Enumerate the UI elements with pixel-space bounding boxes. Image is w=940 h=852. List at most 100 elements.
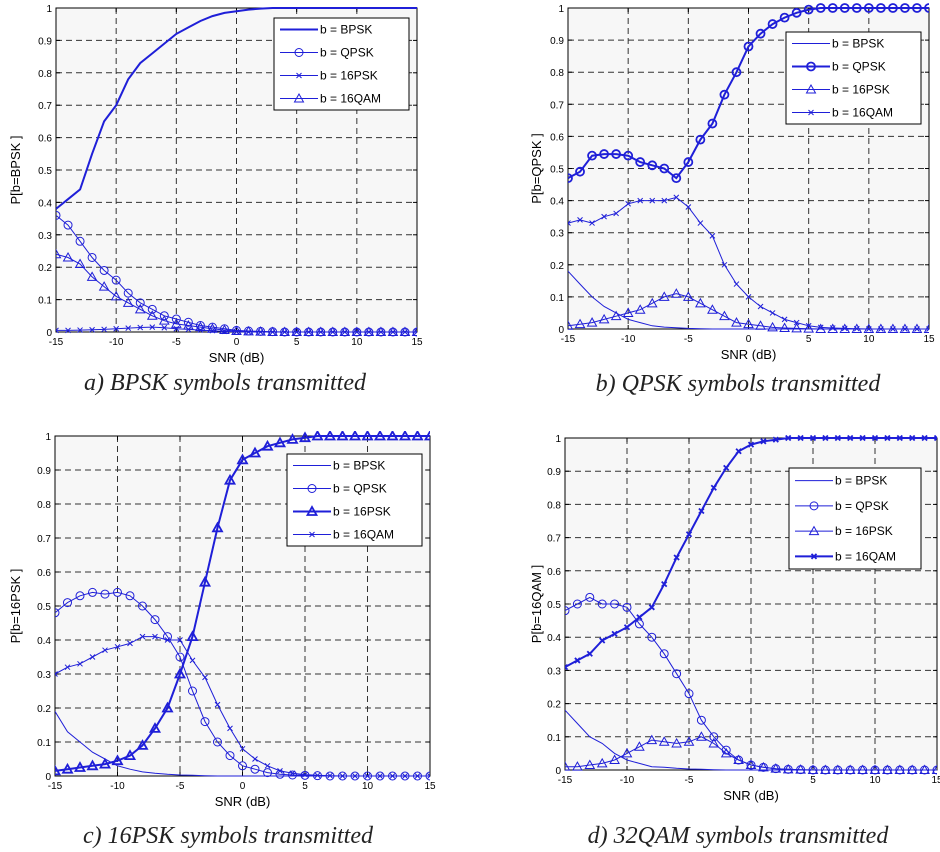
data-point-circle — [125, 591, 135, 601]
data-point-triangle — [183, 320, 194, 330]
data-point-x — [339, 773, 346, 779]
data-point-x — [636, 614, 643, 621]
data-point-triangle — [707, 304, 718, 314]
data-point-x — [264, 762, 271, 769]
legend-label: b = 16PSK — [320, 69, 378, 83]
x-tick-label: -15 — [49, 337, 64, 348]
data-point-x — [834, 434, 841, 442]
data-point-circle — [827, 3, 838, 13]
legend-label: b = 16QAM — [832, 106, 893, 120]
series-4 — [568, 194, 929, 332]
y-tick-label: 0.3 — [38, 231, 52, 242]
legend-item: b = 16PSK — [280, 69, 378, 83]
data-point-circle — [767, 19, 778, 29]
legend-item: b = 16PSK — [795, 524, 893, 538]
data-point-x — [829, 325, 836, 331]
data-point-x — [177, 637, 183, 643]
data-point-x — [822, 434, 829, 442]
data-point-circle — [695, 134, 706, 145]
data-point-triangle — [55, 764, 62, 776]
data-point-x — [611, 630, 618, 638]
data-point-triangle — [634, 304, 646, 314]
data-point-x — [909, 434, 916, 442]
y-tick-label: 0.4 — [37, 636, 51, 647]
data-point-triangle — [646, 734, 658, 745]
data-point-x — [697, 220, 704, 226]
data-point-x — [661, 580, 668, 588]
data-point-triangle — [291, 326, 303, 336]
data-point-circle — [900, 3, 910, 13]
series-line — [568, 7, 929, 180]
data-point-x — [56, 327, 59, 334]
data-point-circle — [743, 41, 754, 52]
data-point-circle — [263, 768, 272, 778]
data-point-triangle — [767, 321, 778, 332]
data-point-triangle — [61, 762, 74, 774]
y-tick-label: 0 — [45, 772, 51, 783]
data-point-x — [805, 322, 812, 329]
data-point-triangle — [173, 667, 187, 679]
data-point-circle — [684, 689, 694, 699]
y-tick-label: 0.9 — [550, 36, 564, 47]
data-point-triangle — [931, 764, 937, 774]
y-tick-label: 0.6 — [547, 567, 561, 578]
data-point-triangle — [758, 761, 769, 772]
x-tick-label: 10 — [869, 775, 881, 786]
data-point-triangle — [111, 754, 124, 766]
data-point-triangle — [98, 281, 110, 291]
data-point-x — [364, 773, 371, 779]
x-tick-label: 15 — [931, 775, 940, 786]
data-point-circle — [597, 599, 607, 609]
data-point-triangle — [74, 258, 86, 268]
data-point-circle — [623, 150, 634, 161]
x-tick-label: -10 — [620, 775, 635, 786]
x-tick-label: -5 — [176, 781, 185, 792]
chart-panel-c: -15 -10 -5 0 5 10 15 0 0.1 0.2 0.3 0.4 0.5 0.6 0.7 0.8 0… — [8, 431, 436, 809]
data-point-triangle — [574, 318, 586, 329]
data-point-triangle — [219, 324, 230, 335]
data-point-triangle — [658, 291, 670, 301]
y-tick-label: 1 — [558, 4, 564, 15]
legend-label: b = BPSK — [832, 37, 884, 51]
data-point-triangle — [696, 731, 707, 741]
data-point-circle — [135, 298, 145, 308]
data-point-x — [65, 327, 71, 334]
data-point-triangle — [733, 754, 744, 765]
data-point-x — [189, 657, 196, 664]
data-point-circle — [100, 589, 110, 599]
data-point-triangle — [286, 433, 299, 444]
data-point-circle — [707, 118, 718, 129]
legend-item: b = BPSK — [280, 23, 372, 37]
data-point-x — [810, 553, 818, 560]
legend-item: b = 16PSK — [293, 505, 391, 519]
legend-item: b = 16QAM — [792, 106, 893, 120]
data-point-circle — [587, 150, 597, 161]
data-point-triangle — [351, 326, 363, 336]
y-tick-label: 0.7 — [547, 534, 561, 545]
x-tick-label: -15 — [48, 781, 63, 792]
data-point-circle — [610, 599, 620, 609]
legend-item: b = BPSK — [792, 37, 884, 51]
data-point-triangle — [134, 303, 146, 314]
data-point-x — [589, 220, 595, 226]
data-point-triangle — [348, 431, 362, 441]
data-point-x — [896, 434, 903, 442]
data-point-circle — [111, 275, 121, 285]
x-tick-label: 0 — [240, 781, 246, 792]
series-2 — [568, 3, 929, 184]
legend-label: b = QPSK — [320, 46, 374, 60]
x-tick-label: 0 — [748, 775, 754, 786]
data-point-circle — [585, 592, 595, 602]
x-tick-label: 15 — [424, 781, 436, 792]
legend-item: b = QPSK — [293, 482, 387, 496]
data-point-circle — [806, 61, 816, 72]
data-point-circle — [683, 157, 694, 167]
data-point-triangle — [572, 761, 583, 771]
data-point-triangle — [122, 297, 134, 307]
data-point-x — [101, 326, 107, 333]
data-point-x — [793, 319, 800, 326]
y-axis-label: P[b=QPSK ] — [529, 133, 544, 203]
data-point-x — [402, 773, 408, 779]
legend: b = BPSK b = QPSK b = 16PSK b = 16QAM — [273, 17, 410, 111]
data-point-triangle — [857, 764, 868, 774]
